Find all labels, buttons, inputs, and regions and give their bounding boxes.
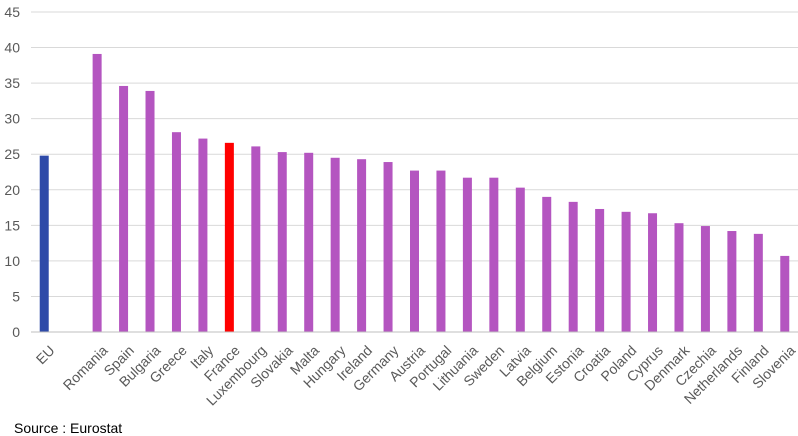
bar-croatia bbox=[595, 208, 605, 332]
bar-lithuania bbox=[462, 177, 472, 332]
source-note: Source : Eurostat bbox=[14, 420, 123, 436]
bar-slovenia bbox=[780, 255, 790, 332]
y-axis-ticks: 0 5 10 15 20 25 30 35 40 45 bbox=[4, 4, 20, 340]
category-label-eu: EU bbox=[33, 342, 58, 367]
bar-hungary bbox=[330, 157, 340, 332]
bar-belgium bbox=[542, 196, 552, 332]
y-tick-label: 25 bbox=[4, 146, 20, 162]
y-tick-label: 35 bbox=[4, 75, 20, 91]
gridlines bbox=[31, 11, 798, 297]
y-tick-label: 0 bbox=[12, 324, 20, 340]
bar-poland bbox=[621, 211, 631, 332]
bar-sweden bbox=[489, 177, 499, 332]
y-tick-label: 20 bbox=[4, 182, 20, 198]
bars bbox=[39, 53, 790, 332]
bar-austria bbox=[410, 170, 419, 332]
bar-spain bbox=[119, 85, 129, 332]
bar-bulgaria bbox=[145, 90, 155, 332]
bar-greece bbox=[171, 132, 181, 332]
bar-cyprus bbox=[648, 213, 658, 332]
bar-slovakia bbox=[277, 152, 287, 332]
bar-netherlands bbox=[727, 231, 737, 332]
y-tick-label: 10 bbox=[4, 253, 20, 269]
bar-estonia bbox=[568, 201, 578, 332]
bar-malta bbox=[304, 152, 314, 332]
bar-ireland bbox=[357, 159, 367, 332]
bar-germany bbox=[383, 162, 393, 332]
bar-czechia bbox=[700, 226, 710, 332]
bar-denmark bbox=[674, 223, 684, 332]
bar-finland bbox=[753, 233, 763, 332]
category-labels: EU RomaniaSpainBulgariaGreeceItalyFranceL… bbox=[33, 341, 798, 408]
bar-luxembourg bbox=[251, 146, 261, 332]
y-tick-label: 45 bbox=[4, 4, 20, 20]
bar-france bbox=[224, 142, 234, 332]
y-tick-label: 15 bbox=[4, 217, 20, 233]
bar-eu bbox=[39, 155, 49, 332]
bar-romania bbox=[92, 53, 102, 332]
y-tick-label: 40 bbox=[4, 40, 20, 56]
y-tick-label: 5 bbox=[12, 288, 20, 304]
bar-italy bbox=[198, 138, 208, 332]
bar-portugal bbox=[436, 170, 446, 332]
y-tick-label: 30 bbox=[4, 111, 20, 127]
bar-latvia bbox=[515, 187, 525, 332]
